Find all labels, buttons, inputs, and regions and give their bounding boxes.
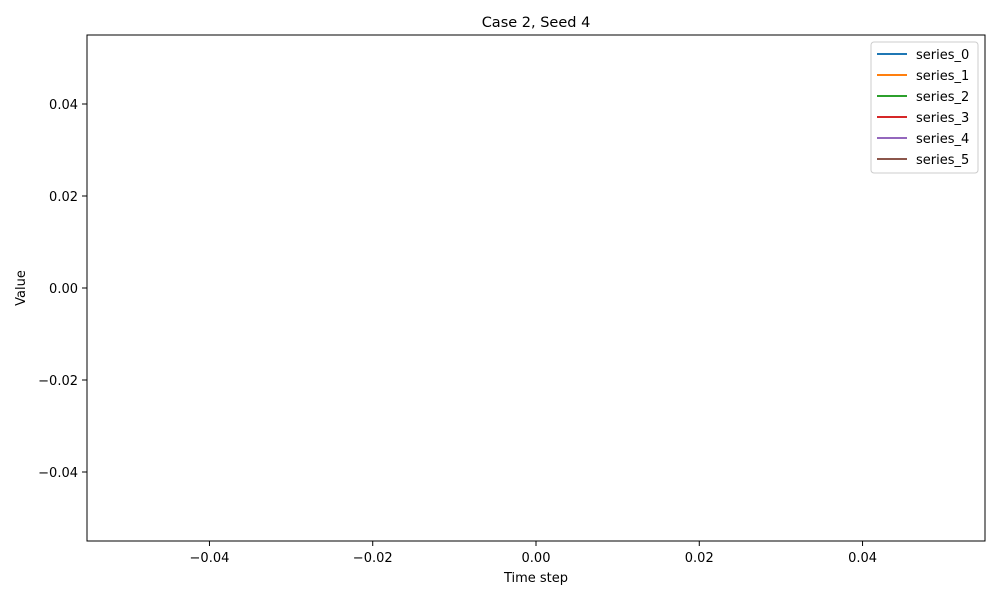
legend-label: series_4: [916, 132, 969, 147]
legend-label: series_0: [916, 48, 969, 63]
legend-item: series_2: [877, 90, 969, 105]
x-tick-label: 0.02: [685, 551, 714, 566]
y-tick-label: 0.04: [49, 98, 78, 113]
legend-label: series_2: [916, 90, 969, 105]
legend-label: series_3: [916, 111, 969, 126]
y-tick-label: 0.00: [49, 282, 78, 297]
y-axis: −0.04 −0.02 0.00 0.02 0.04: [38, 98, 87, 481]
legend-item: series_5: [877, 153, 969, 168]
chart-title: Case 2, Seed 4: [482, 15, 591, 31]
legend-label: series_5: [916, 153, 969, 168]
x-axis-label: Time step: [503, 571, 568, 586]
x-axis: −0.04 −0.02 0.00 0.02 0.04: [190, 541, 877, 566]
y-axis-label: Value: [14, 270, 29, 306]
legend-label: series_1: [916, 69, 969, 84]
x-tick-label: 0.04: [848, 551, 877, 566]
legend-item: series_0: [877, 48, 969, 63]
plot-area: [86, 34, 986, 542]
x-tick-label: 0.00: [522, 551, 551, 566]
legend-items: series_0 series_1 series_2 series_3 series_4…: [877, 48, 969, 168]
y-tick-label: −0.04: [38, 466, 78, 481]
legend-item: series_4: [877, 132, 969, 147]
x-tick-label: −0.02: [353, 551, 393, 566]
y-tick-label: −0.02: [38, 374, 78, 389]
legend-item: series_1: [877, 69, 969, 84]
y-tick-label: 0.02: [49, 190, 78, 205]
x-tick-label: −0.04: [190, 551, 230, 566]
legend: series_0 series_1 series_2 series_3 series_4…: [870, 41, 979, 174]
legend-item: series_3: [877, 111, 969, 126]
